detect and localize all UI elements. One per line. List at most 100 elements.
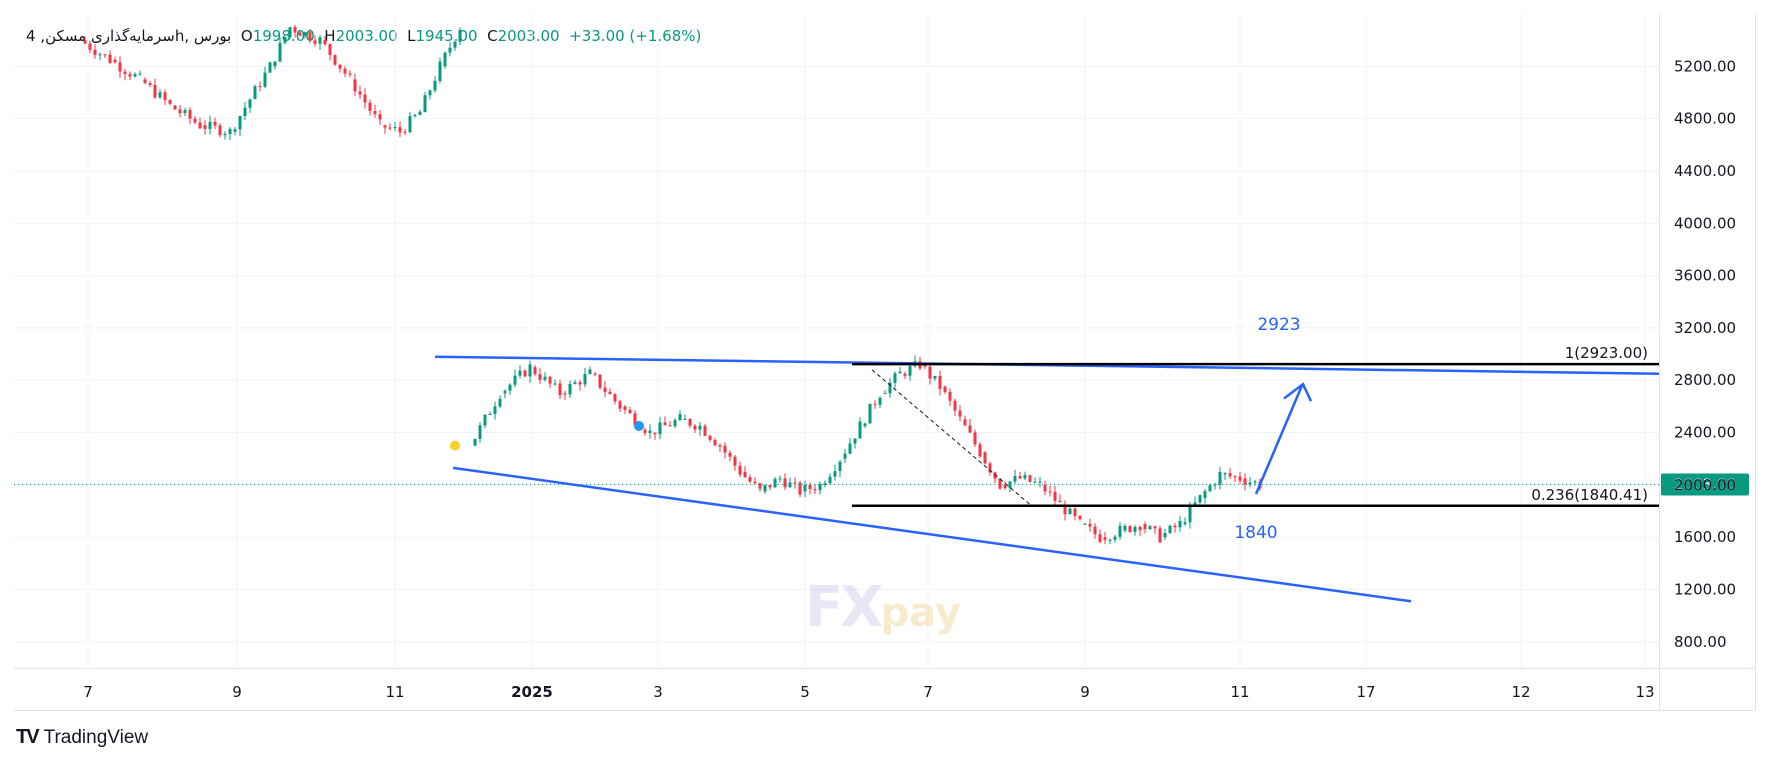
candle-body (283, 36, 287, 43)
candle-body (1018, 475, 1022, 479)
blue-marker-icon (634, 421, 644, 432)
candle-body (1088, 523, 1092, 527)
symbol-name[interactable]: سرمایه‌گذاری مسکن, 4h, بورس (26, 27, 232, 45)
candle-body (723, 445, 727, 453)
candle-body (473, 438, 477, 446)
candle-body (873, 403, 877, 405)
candle-body (653, 432, 657, 435)
candle-body (623, 406, 627, 410)
candle-body (818, 483, 822, 491)
candle-body (218, 125, 222, 136)
candle-body (1188, 505, 1192, 523)
candle-body (848, 443, 852, 454)
candle-body (513, 375, 517, 385)
candle-body (158, 92, 162, 98)
candle-body (148, 83, 152, 85)
candle-body (508, 384, 512, 391)
candle-body (1223, 473, 1227, 475)
candle-body (923, 364, 927, 367)
last-price-badge (1661, 473, 1749, 496)
candle-body (258, 86, 262, 88)
candle-body (303, 32, 307, 36)
candle-body (1123, 525, 1127, 531)
time-tick-label: 7 (83, 683, 93, 701)
candle-body (783, 478, 787, 488)
candle-body (1153, 526, 1157, 529)
candle-body (778, 478, 782, 480)
candle-body (208, 121, 212, 129)
candle-body (1198, 494, 1202, 503)
price-tick-label: 3200.00 (1674, 319, 1736, 337)
candle-body (603, 387, 607, 392)
candle-body (398, 127, 402, 133)
candle-body (103, 54, 107, 56)
candle-body (673, 420, 677, 427)
candle-body (168, 99, 172, 104)
fib-level-0236-label: 0.236(1840.41) (1531, 486, 1648, 504)
time-tick-label: 5 (800, 683, 810, 701)
candle-body (228, 128, 232, 134)
open-label: O (240, 27, 253, 45)
fxpay-watermark: FXpay (805, 575, 961, 640)
candle-body (1033, 481, 1037, 483)
change-value: +33.00 (+1.68%) (569, 27, 702, 45)
candle-body (143, 79, 147, 84)
time-axis-line (14, 668, 1755, 669)
candle-body (543, 376, 547, 380)
time-tick-label: 13 (1635, 683, 1654, 701)
candle-body (958, 410, 962, 417)
candle-body (738, 465, 742, 475)
right-border (1755, 14, 1756, 710)
candle-body (423, 95, 427, 113)
candle-body (1128, 525, 1132, 532)
tradingview-brand[interactable]: TV TradingView (16, 726, 148, 749)
price-tick-label: 2000.00 (1674, 476, 1736, 494)
candle-body (298, 32, 302, 36)
candle-body (348, 73, 352, 75)
candle-body (1028, 475, 1032, 482)
candle-body (908, 366, 912, 376)
drawings-layer: 1(2923.00) 0.236(1840.41) 2923 1840 2003.00 (14, 315, 1749, 603)
candle-body (83, 40, 87, 44)
fib-diagonal-dashed (871, 369, 1031, 505)
candle-body (963, 419, 967, 426)
candle-body (968, 425, 972, 433)
candle-body (1003, 484, 1007, 489)
time-tick-label: 11 (1230, 683, 1249, 701)
candle-body (203, 125, 207, 129)
time-tick-label: 11 (385, 683, 404, 701)
candle-body (1038, 481, 1042, 483)
candle-body (563, 393, 567, 395)
candle-body (608, 391, 612, 395)
candle-body (643, 429, 647, 434)
candle-body (363, 94, 367, 103)
candle-body (628, 409, 632, 414)
candle-body (108, 54, 112, 63)
candle-body (1228, 473, 1232, 477)
watermark-sub: pay (880, 590, 961, 636)
candle-body (993, 472, 997, 479)
price-tick-label: 2800.00 (1674, 371, 1736, 389)
time-tick-label: 9 (1080, 683, 1090, 701)
candle-body (698, 425, 702, 430)
candle-body (718, 445, 722, 447)
candle-body (928, 366, 932, 379)
projection-arrow-shaft (1254, 384, 1304, 495)
candle-body (1098, 534, 1102, 542)
candle-body (113, 59, 117, 63)
candle-body (1048, 491, 1052, 493)
candle-body (358, 91, 362, 95)
candle-body (763, 485, 767, 492)
candle-body (893, 373, 897, 383)
candle-body (533, 367, 537, 375)
candle-body (198, 122, 202, 129)
watermark-main: FX (805, 575, 883, 640)
candle-body (243, 107, 247, 117)
candle-body (538, 374, 542, 380)
high-value: 2003.00 (335, 27, 398, 45)
candle-body (953, 400, 957, 411)
candle-body (433, 80, 437, 91)
candle-body (1068, 508, 1072, 515)
candle-body (1178, 521, 1182, 528)
